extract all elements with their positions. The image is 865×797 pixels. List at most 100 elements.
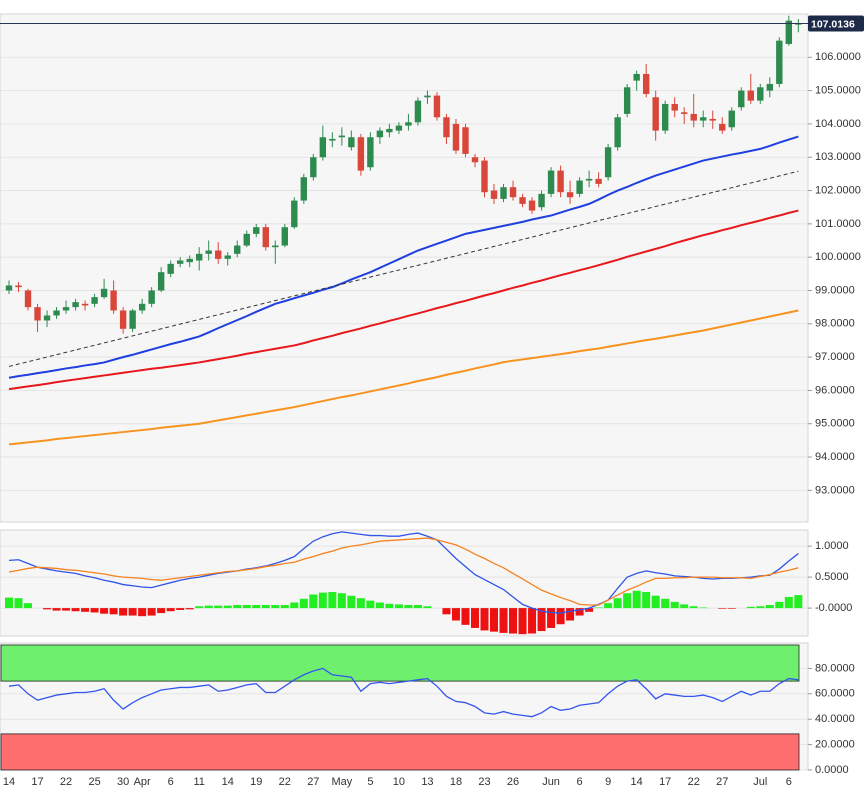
histogram-bar — [613, 598, 622, 609]
x-tick-label: 14 — [3, 776, 15, 788]
histogram-bar — [318, 592, 327, 609]
x-tick-label: 27 — [716, 776, 728, 788]
candle-body — [462, 127, 469, 154]
histogram-bar — [62, 608, 71, 611]
histogram-bar — [680, 604, 689, 609]
candle-body — [519, 197, 526, 204]
y-tick-label: 104.0000 — [815, 118, 861, 130]
candle-body — [281, 227, 288, 246]
histogram-bar — [537, 608, 546, 632]
candle-body — [157, 272, 165, 291]
y-tick-label: 0.0000 — [815, 764, 849, 776]
x-tick-label: 14 — [222, 776, 234, 788]
histogram-bar — [689, 606, 698, 609]
histogram-bar — [651, 595, 660, 609]
histogram-bar — [451, 608, 460, 621]
histogram-bar — [509, 608, 518, 634]
histogram-bar — [366, 600, 375, 609]
trendline — [8, 170, 799, 367]
candle-body — [329, 138, 336, 141]
y-tick-label: 103.0000 — [815, 151, 861, 163]
x-tick-label: 23 — [478, 776, 490, 788]
y-tick-label: 102.0000 — [815, 184, 861, 196]
y-tick-label: 20.0000 — [815, 739, 855, 751]
histogram-bar — [233, 605, 242, 609]
histogram-bar — [290, 602, 299, 609]
histogram-bar — [100, 608, 109, 614]
y-tick-label: 106.0000 — [815, 51, 861, 63]
y-tick-label: 93.0000 — [815, 484, 855, 496]
candle-body — [623, 87, 631, 114]
histogram-bar — [727, 608, 736, 609]
histogram-bar — [214, 605, 223, 609]
histogram-bar — [309, 594, 318, 609]
x-tick-label: 5 — [367, 776, 373, 788]
x-tick-label: 22 — [688, 776, 700, 788]
candle-body — [433, 95, 441, 118]
x-tick-label: Jun — [542, 776, 560, 788]
histogram-bar — [556, 608, 565, 625]
candle-body — [595, 178, 602, 184]
x-tick-label: 30 — [117, 776, 129, 788]
histogram-bar — [157, 608, 166, 614]
candle-body — [24, 290, 32, 308]
histogram-bar — [138, 608, 147, 617]
y-tick-label: 105.0000 — [815, 85, 861, 97]
candle-body — [452, 123, 460, 151]
x-tick-label: 14 — [631, 776, 643, 788]
y-tick-label: 80.0000 — [815, 662, 855, 674]
candle-body — [386, 128, 393, 133]
candle-body — [272, 245, 279, 248]
rsi-line — [8, 667, 799, 718]
moving-average — [8, 309, 799, 446]
candle-body — [490, 190, 498, 199]
histogram-bar — [784, 596, 793, 609]
candle-body — [43, 315, 51, 321]
y-tick-label: 1.0000 — [815, 540, 849, 552]
candle-body — [367, 137, 374, 168]
candle-body — [348, 137, 355, 148]
rsi-zone — [0, 644, 800, 682]
macd-line — [8, 537, 799, 606]
y-tick-label: -0.0000 — [815, 602, 852, 614]
histogram-bar — [261, 605, 270, 609]
histogram-bar — [81, 608, 90, 612]
candle-body — [728, 110, 735, 128]
candle-body — [642, 73, 650, 94]
candle-body — [766, 83, 773, 91]
histogram-bar — [394, 604, 403, 609]
histogram-bar — [271, 605, 280, 609]
candle-body — [15, 285, 22, 288]
histogram-bar — [775, 601, 784, 609]
histogram-bar — [185, 608, 194, 610]
candle-body — [148, 290, 155, 304]
histogram-bar — [337, 593, 346, 609]
y-tick-label: 98.0000 — [815, 318, 855, 330]
y-tick-label: 99.0000 — [815, 284, 855, 296]
candle-body — [481, 160, 488, 193]
histogram-bar — [128, 608, 137, 616]
candle-body — [671, 103, 678, 111]
x-tick-label: 25 — [88, 776, 100, 788]
x-tick-label: 10 — [393, 776, 405, 788]
histogram-bar — [442, 608, 451, 615]
histogram-bar — [43, 608, 52, 610]
candle-body — [709, 118, 716, 121]
candle-body — [509, 187, 517, 198]
candle-body — [719, 123, 726, 131]
candle-body — [243, 233, 250, 246]
candle-body — [167, 263, 174, 274]
x-tick-label: 22 — [60, 776, 72, 788]
candle-body — [604, 147, 612, 178]
x-tick-label: 13 — [421, 776, 433, 788]
rsi-zone — [0, 733, 800, 771]
histogram-bar — [119, 608, 128, 616]
histogram-bar — [223, 605, 232, 609]
candle-body — [91, 297, 98, 304]
histogram-bar — [518, 608, 527, 635]
macd-line — [8, 531, 799, 614]
candle-body — [119, 310, 127, 329]
candle-body — [395, 125, 403, 131]
candle-body — [566, 192, 574, 198]
